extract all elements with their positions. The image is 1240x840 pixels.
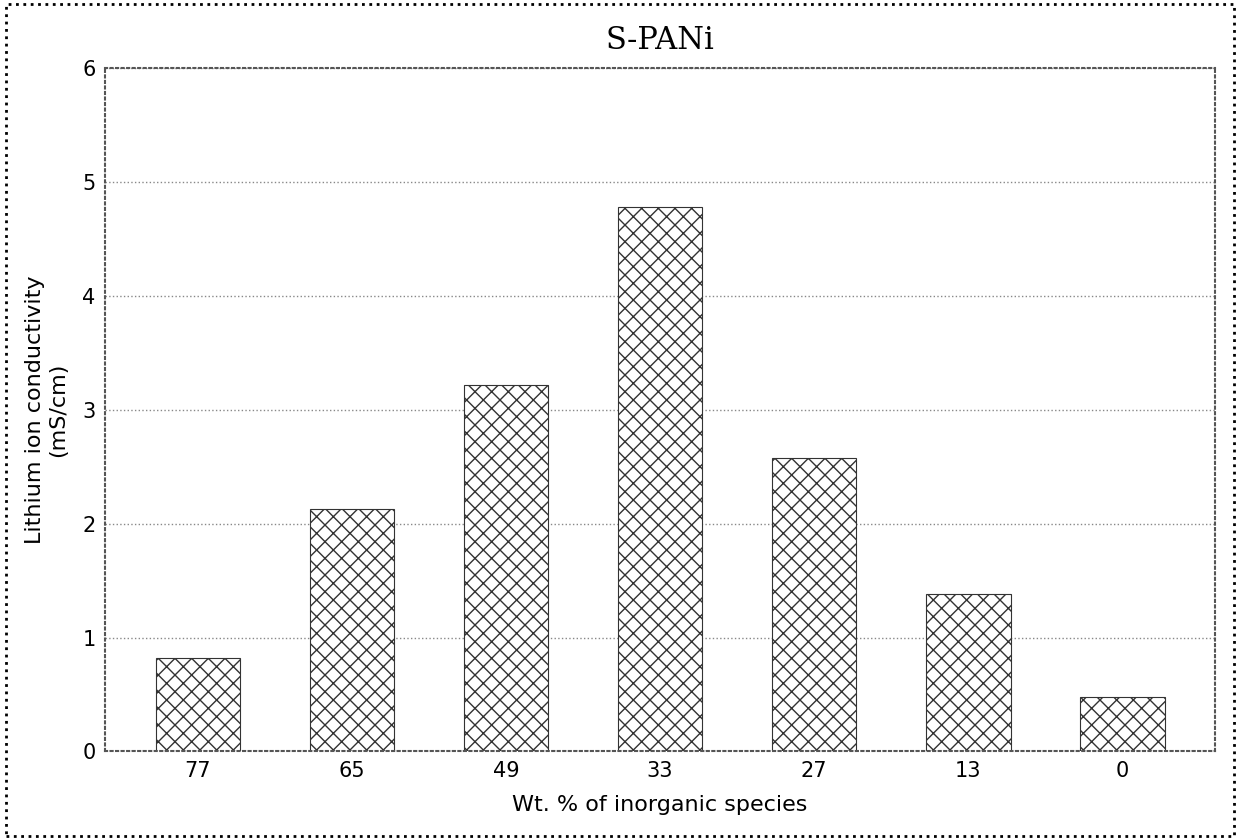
Bar [156, 658, 241, 752]
Bar [771, 458, 857, 752]
Bar [1080, 696, 1164, 752]
Bar [310, 509, 394, 752]
Bar [926, 595, 1011, 752]
Y-axis label: Lithium ion conductivity
(mS/cm): Lithium ion conductivity (mS/cm) [25, 276, 68, 544]
Bar [618, 207, 702, 752]
Bar [464, 385, 548, 752]
Title: S-PANi: S-PANi [605, 25, 714, 56]
X-axis label: Wt. % of inorganic species: Wt. % of inorganic species [512, 795, 807, 815]
